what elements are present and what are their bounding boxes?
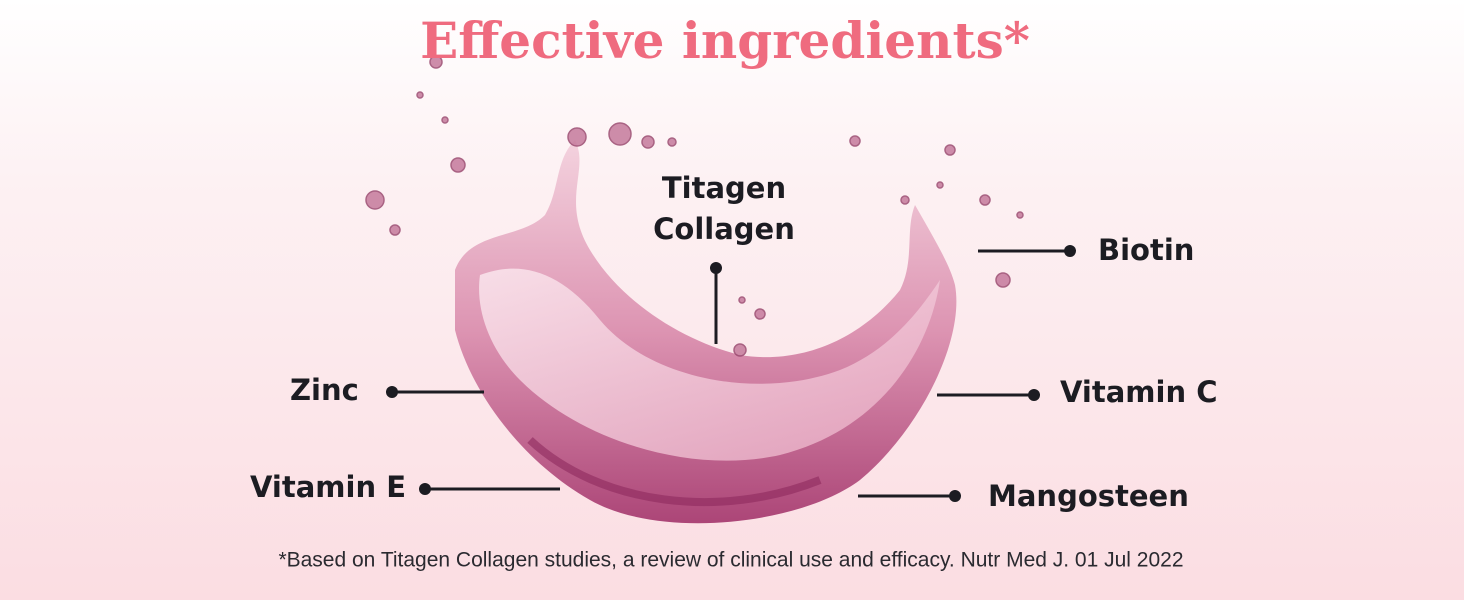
ingredient-label: Collagen (653, 212, 795, 246)
ingredient-label: Titagen (662, 171, 786, 205)
ingredient-label: Zinc (290, 373, 359, 407)
splash (365, 55, 1024, 524)
pointer-dot (1064, 245, 1076, 257)
pointer-dot (386, 386, 398, 398)
pointer-dot (949, 490, 961, 502)
pointer-dot (710, 262, 722, 274)
pointer-dot (419, 483, 431, 495)
ingredient-label: Biotin (1098, 233, 1194, 267)
ingredient-label: Vitamin E (250, 470, 406, 504)
footnote: *Based on Titagen Collagen studies, a re… (278, 549, 1183, 572)
ingredient-label: Mangosteen (988, 479, 1189, 513)
title: Effective ingredients* (420, 11, 1030, 70)
pointer-dot (1028, 389, 1040, 401)
ingredient-label: Vitamin C (1060, 375, 1218, 409)
